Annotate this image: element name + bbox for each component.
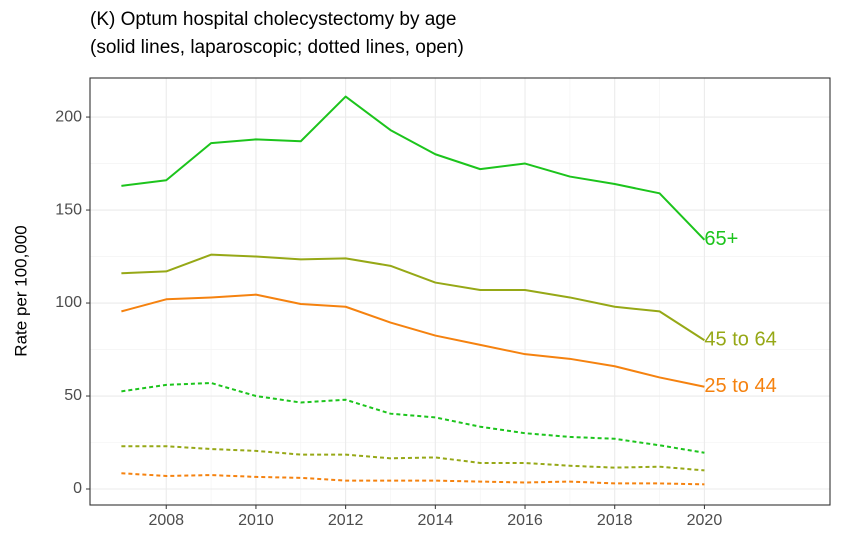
line: [121, 472, 705, 486]
line: [121, 445, 705, 472]
chart-subtitle: (solid lines, laparoscopic; dotted lines…: [90, 37, 464, 58]
series-label: 25 to 44: [704, 375, 776, 397]
y-tick-label: 100: [55, 294, 82, 311]
y-axis-label: Rate per 100,000: [11, 225, 30, 356]
y-tick-label: 200: [55, 108, 82, 125]
panel-border: [89, 77, 831, 506]
x-tick-label: 2018: [597, 512, 633, 529]
line: [121, 382, 705, 454]
y-tick-label: 50: [64, 387, 82, 404]
line: [121, 293, 705, 388]
chart-title: (K) Optum hospital cholecystectomy by ag…: [90, 9, 456, 30]
line: [121, 253, 705, 342]
x-tick-label: 2010: [238, 512, 274, 529]
x-tick-label: 2016: [507, 512, 543, 529]
x-tick-label: 2008: [148, 512, 184, 529]
x-tick-label: 2020: [687, 512, 723, 529]
x-tick-label: 2012: [328, 512, 364, 529]
y-tick-label: 150: [55, 201, 82, 218]
y-tick-label: 0: [73, 480, 82, 497]
x-tick-label: 2014: [418, 512, 454, 529]
series-label: 45 to 64: [704, 329, 776, 351]
series-label: 65+: [704, 228, 738, 250]
line: [121, 95, 706, 241]
